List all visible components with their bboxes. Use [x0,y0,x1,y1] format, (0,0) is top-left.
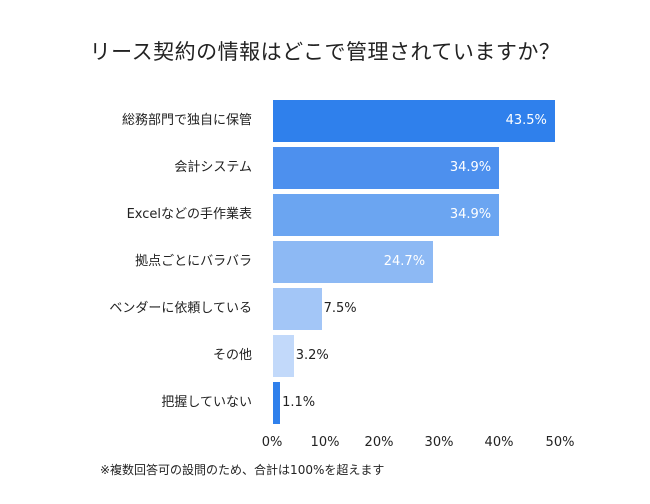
category-label: 拠点ごとにバラバラ [135,254,252,269]
value-label: 34.9% [449,160,492,175]
value-label: 34.9% [449,207,492,222]
bar [273,241,434,283]
category-label: 会計システム [174,160,252,175]
footnote: ※複数回答可の設問のため、合計は100%を超えます [100,463,385,477]
bar [273,335,294,377]
category-label: 把握していない [161,395,252,410]
x-tick-label: 30% [424,435,454,450]
category-label: その他 [212,348,252,363]
x-tick-label: 40% [484,435,514,450]
bar [273,382,281,424]
x-tick-label: 20% [364,435,394,450]
value-label: 43.5% [505,113,547,128]
x-tick-label: 0% [261,435,283,450]
category-label: ベンダーに依頼している [109,301,252,316]
value-label: 24.7% [383,254,426,269]
value-label: 7.5% [323,301,357,316]
value-label: 1.1% [282,395,316,410]
bar [273,194,500,236]
x-tick-label: 50% [545,435,575,450]
bar [273,100,555,142]
category-label: Excelなどの手作業表 [126,207,252,222]
bar [273,147,500,189]
bar [273,288,322,330]
value-label: 3.2% [295,348,329,363]
x-tick-label: 10% [310,435,340,450]
category-label: 総務部門で独自に保管 [121,113,252,128]
chart-title: リース契約の情報はどこで管理されていますか？ [89,40,561,64]
